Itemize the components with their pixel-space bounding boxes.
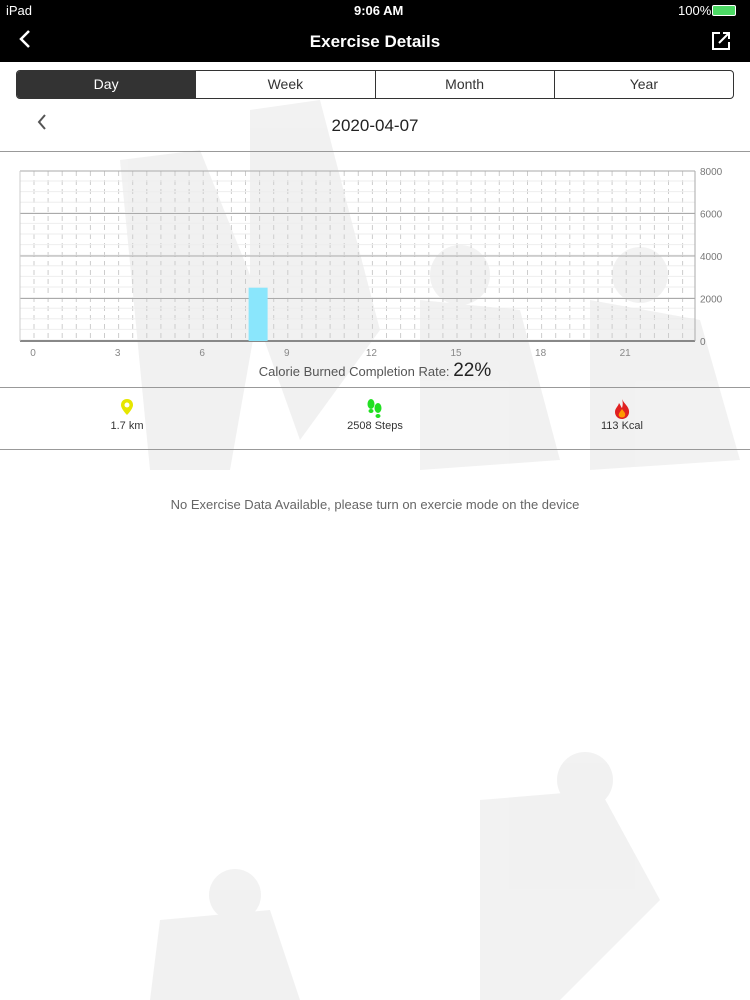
- bar-hour-8: [248, 287, 268, 341]
- y-tick-label: 8000: [700, 167, 723, 178]
- distance-stat: 1.7 km: [67, 398, 187, 432]
- completion-rate-value: 22%: [453, 360, 492, 381]
- distance-value: 1.7 km: [110, 420, 144, 432]
- x-tick-label: 3: [115, 348, 121, 357]
- device-name: iPad: [6, 3, 33, 18]
- current-date: 2020-04-07: [331, 116, 419, 135]
- y-tick-label: 6000: [700, 210, 723, 221]
- divider: [0, 449, 750, 450]
- steps-value: 2508 Steps: [347, 420, 403, 432]
- completion-rate-label: Calorie Burned Completion Rate:: [258, 364, 450, 379]
- previous-date-button[interactable]: [36, 112, 48, 138]
- divider: [0, 387, 750, 388]
- footsteps-icon: [367, 399, 382, 418]
- hourly-steps-chart: 0 2000 4000 6000 8000 0 3 6 9 12 15 18 21: [19, 167, 723, 357]
- x-tick-label: 6: [199, 348, 205, 357]
- x-tick-label: 9: [284, 348, 290, 357]
- calories-stat: 113 Kcal: [562, 398, 682, 432]
- completion-rate: Calorie Burned Completion Rate: 22%: [0, 360, 750, 382]
- x-tick-label: 21: [620, 348, 632, 357]
- x-tick-label: 18: [535, 348, 547, 357]
- tab-year[interactable]: Year: [553, 71, 733, 98]
- page-title: Exercise Details: [309, 32, 441, 51]
- back-button[interactable]: [18, 28, 32, 56]
- tab-day[interactable]: Day: [17, 71, 196, 98]
- tab-week[interactable]: Week: [195, 71, 374, 98]
- nav-bar: Exercise Details: [0, 20, 750, 62]
- x-tick-label: 12: [366, 348, 378, 357]
- y-tick-label: 2000: [700, 295, 723, 306]
- clock: 9:06 AM: [354, 3, 404, 18]
- divider: [0, 151, 750, 152]
- share-icon[interactable]: [710, 30, 732, 52]
- calories-value: 113 Kcal: [601, 420, 643, 432]
- x-tick-label: 15: [450, 348, 462, 357]
- location-pin-icon: [121, 399, 133, 415]
- period-tabs: Day Week Month Year: [16, 70, 734, 99]
- tab-month[interactable]: Month: [374, 71, 554, 98]
- status-bar: iPad 9:06 AM 100%: [0, 0, 750, 20]
- chevron-left-icon: [37, 114, 46, 130]
- battery-level: 100%: [678, 3, 712, 18]
- y-tick-label: 0: [700, 337, 706, 348]
- no-data-message: No Exercise Data Available, please turn …: [170, 497, 580, 512]
- chevron-left-icon: [19, 30, 30, 48]
- steps-stat: 2508 Steps: [315, 398, 435, 432]
- y-tick-label: 4000: [700, 252, 723, 263]
- fire-icon: [615, 399, 630, 419]
- battery-icon: [712, 5, 736, 16]
- x-tick-label: 0: [30, 348, 36, 357]
